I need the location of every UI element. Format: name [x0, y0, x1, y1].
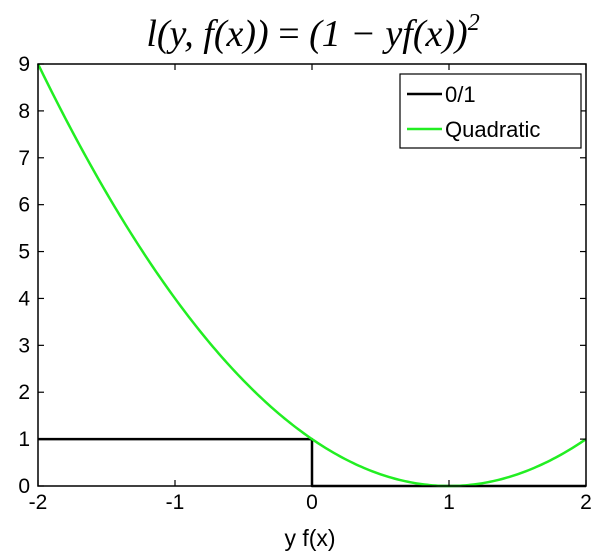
- series-line-1: [36, 63, 587, 488]
- ticks-layer: -2 -1 0 1 2 0 1 2 3 4 5 6 7 8 9: [18, 53, 592, 514]
- chart-title-rhs: (1 − yf(x)): [309, 13, 468, 55]
- y-tick-label: 1: [18, 428, 30, 451]
- legend-label: Quadratic: [445, 117, 540, 142]
- legend-box: [399, 73, 582, 149]
- x-tick-label: 2: [580, 491, 592, 514]
- x-tick-label: 0: [306, 491, 318, 514]
- x-tick-label: -2: [29, 491, 48, 514]
- axes-box: [37, 63, 587, 487]
- y-tick-label: 3: [18, 334, 30, 357]
- x-tick-label: -1: [166, 491, 185, 514]
- y-tick-label: 0: [18, 475, 30, 498]
- y-tick-label: 9: [18, 53, 30, 76]
- y-tick-label: 2: [18, 381, 30, 404]
- x-axis-label: y f(x): [284, 525, 335, 551]
- y-tick-label: 6: [18, 194, 30, 217]
- y-tick-label: 4: [18, 287, 30, 310]
- chart-title-exponent: 2: [468, 10, 480, 36]
- legend: 0/1 Quadratic: [399, 73, 582, 149]
- y-tick-label: 8: [18, 100, 30, 123]
- legend-label: 0/1: [445, 82, 476, 107]
- chart-title: l(y, f(x)) = (1 − yf(x))2: [146, 10, 479, 55]
- chart-title-equals: =: [269, 13, 309, 55]
- x-tick-label: 1: [443, 491, 455, 514]
- y-tick-label: 5: [18, 241, 30, 264]
- chart-title-lhs: l(y, f(x)): [146, 13, 268, 55]
- y-tick-label: 7: [18, 147, 30, 170]
